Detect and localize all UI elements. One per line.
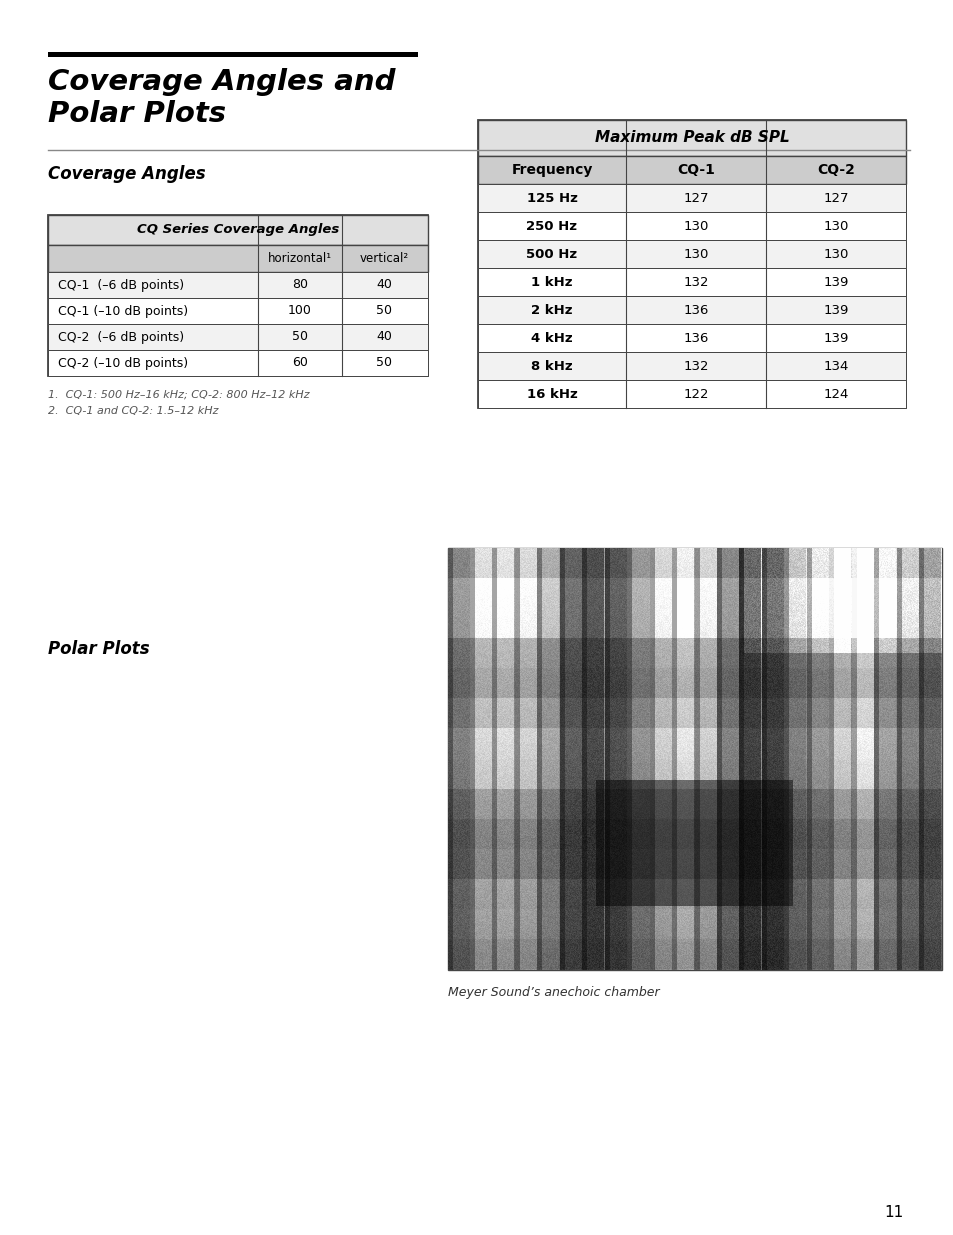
- Bar: [48, 350, 428, 375]
- Text: 250 Hz: 250 Hz: [526, 220, 577, 232]
- Bar: [48, 324, 428, 350]
- Text: 50: 50: [375, 357, 392, 369]
- Text: Frequency: Frequency: [511, 163, 592, 177]
- Text: 139: 139: [822, 304, 848, 316]
- Text: 2.  CQ-1 and CQ-2: 1.5–12 kHz: 2. CQ-1 and CQ-2: 1.5–12 kHz: [48, 406, 218, 416]
- Bar: [477, 324, 905, 352]
- Text: CQ-1  (–6 dB points): CQ-1 (–6 dB points): [58, 279, 184, 291]
- Text: Coverage Angles and: Coverage Angles and: [48, 68, 395, 96]
- Text: CQ-1: CQ-1: [677, 163, 714, 177]
- Bar: [48, 245, 428, 272]
- Text: CQ-2  (–6 dB points): CQ-2 (–6 dB points): [58, 331, 184, 343]
- Text: 127: 127: [682, 191, 708, 205]
- Text: CQ-1 (–10 dB points): CQ-1 (–10 dB points): [58, 305, 188, 317]
- Text: Meyer Sound’s anechoic chamber: Meyer Sound’s anechoic chamber: [448, 986, 659, 999]
- Text: Polar Plots: Polar Plots: [48, 640, 150, 658]
- Text: 130: 130: [682, 247, 708, 261]
- Text: 122: 122: [682, 388, 708, 400]
- Bar: [448, 548, 941, 969]
- Text: 1.  CQ-1: 500 Hz–16 kHz; CQ-2: 800 Hz–12 kHz: 1. CQ-1: 500 Hz–16 kHz; CQ-2: 800 Hz–12 …: [48, 390, 310, 400]
- Text: 500 Hz: 500 Hz: [526, 247, 577, 261]
- Text: 130: 130: [822, 247, 848, 261]
- Bar: [477, 120, 905, 156]
- Text: 2 kHz: 2 kHz: [531, 304, 572, 316]
- Text: 40: 40: [375, 331, 392, 343]
- Text: CQ Series Coverage Angles: CQ Series Coverage Angles: [136, 224, 338, 236]
- Bar: [48, 298, 428, 324]
- Text: 132: 132: [682, 275, 708, 289]
- Text: 50: 50: [292, 331, 308, 343]
- Bar: [48, 215, 428, 245]
- Text: 50: 50: [375, 305, 392, 317]
- Text: 134: 134: [822, 359, 848, 373]
- Bar: [477, 296, 905, 324]
- Text: 139: 139: [822, 275, 848, 289]
- Text: Coverage Angles: Coverage Angles: [48, 165, 206, 183]
- Bar: [477, 156, 905, 184]
- Text: horizontal¹: horizontal¹: [268, 252, 332, 266]
- Text: 11: 11: [883, 1205, 903, 1220]
- Text: 40: 40: [375, 279, 392, 291]
- Text: 136: 136: [682, 331, 708, 345]
- Text: 16 kHz: 16 kHz: [526, 388, 577, 400]
- Text: 60: 60: [292, 357, 308, 369]
- Text: 127: 127: [822, 191, 848, 205]
- Text: 130: 130: [682, 220, 708, 232]
- Text: 1 kHz: 1 kHz: [531, 275, 572, 289]
- Text: CQ-2 (–10 dB points): CQ-2 (–10 dB points): [58, 357, 188, 369]
- Text: vertical²: vertical²: [359, 252, 408, 266]
- Bar: [477, 240, 905, 268]
- Bar: [477, 184, 905, 212]
- Text: 100: 100: [288, 305, 312, 317]
- Bar: [477, 120, 905, 408]
- Bar: [477, 352, 905, 380]
- Text: 125 Hz: 125 Hz: [526, 191, 577, 205]
- Text: 130: 130: [822, 220, 848, 232]
- Bar: [48, 272, 428, 298]
- Bar: [477, 268, 905, 296]
- Bar: [48, 215, 428, 375]
- Text: 136: 136: [682, 304, 708, 316]
- Text: 139: 139: [822, 331, 848, 345]
- Text: 8 kHz: 8 kHz: [531, 359, 572, 373]
- Bar: [477, 212, 905, 240]
- Bar: [477, 380, 905, 408]
- Text: Polar Plots: Polar Plots: [48, 100, 226, 128]
- Text: 4 kHz: 4 kHz: [531, 331, 572, 345]
- Bar: [48, 52, 417, 57]
- Text: Maximum Peak dB SPL: Maximum Peak dB SPL: [594, 131, 788, 146]
- Text: 80: 80: [292, 279, 308, 291]
- Text: 132: 132: [682, 359, 708, 373]
- Text: 124: 124: [822, 388, 848, 400]
- Text: CQ-2: CQ-2: [816, 163, 854, 177]
